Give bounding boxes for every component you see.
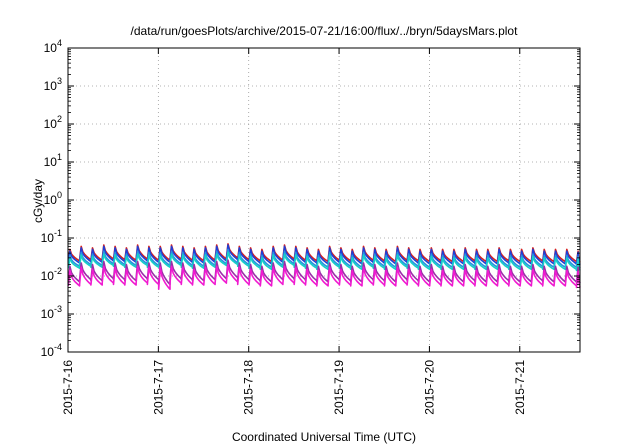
x-tick-label: 2015-7-20 [422, 360, 436, 415]
chart-title: /data/run/goesPlots/archive/2015-07-21/1… [131, 24, 519, 38]
x-tick-label: 2015-7-17 [151, 360, 165, 415]
data-series [67, 243, 581, 290]
y-tick-label: 103 [44, 76, 62, 93]
y-tick-label: 100 [44, 190, 62, 207]
x-axis-label: Coordinated Universal Time (UTC) [232, 430, 416, 444]
axes: 10-4 10-3 10-2 10-1 100 101 102 103 104 2015-7-16… [41, 38, 581, 415]
y-tick-label: 10-2 [41, 266, 62, 283]
y-tick-label: 101 [44, 152, 62, 169]
y-axis-label: cGy/day [31, 179, 45, 223]
x-tick-label: 2015-7-19 [332, 360, 346, 415]
y-tick-label: 104 [44, 38, 62, 55]
series-line-5 [67, 263, 581, 290]
grid-lines [68, 48, 580, 352]
y-tick-label: 102 [44, 114, 62, 131]
x-tick-label: 2015-7-21 [513, 360, 527, 415]
plot-frame [67, 47, 581, 353]
y-tick-label: 10-3 [41, 304, 62, 321]
x-tick-label: 2015-7-18 [242, 360, 256, 415]
x-tick-label: 2015-7-16 [61, 360, 75, 415]
series-line-3 [67, 251, 581, 272]
y-tick-label: 10-1 [41, 228, 62, 245]
y-tick-label: 10-4 [41, 342, 62, 359]
